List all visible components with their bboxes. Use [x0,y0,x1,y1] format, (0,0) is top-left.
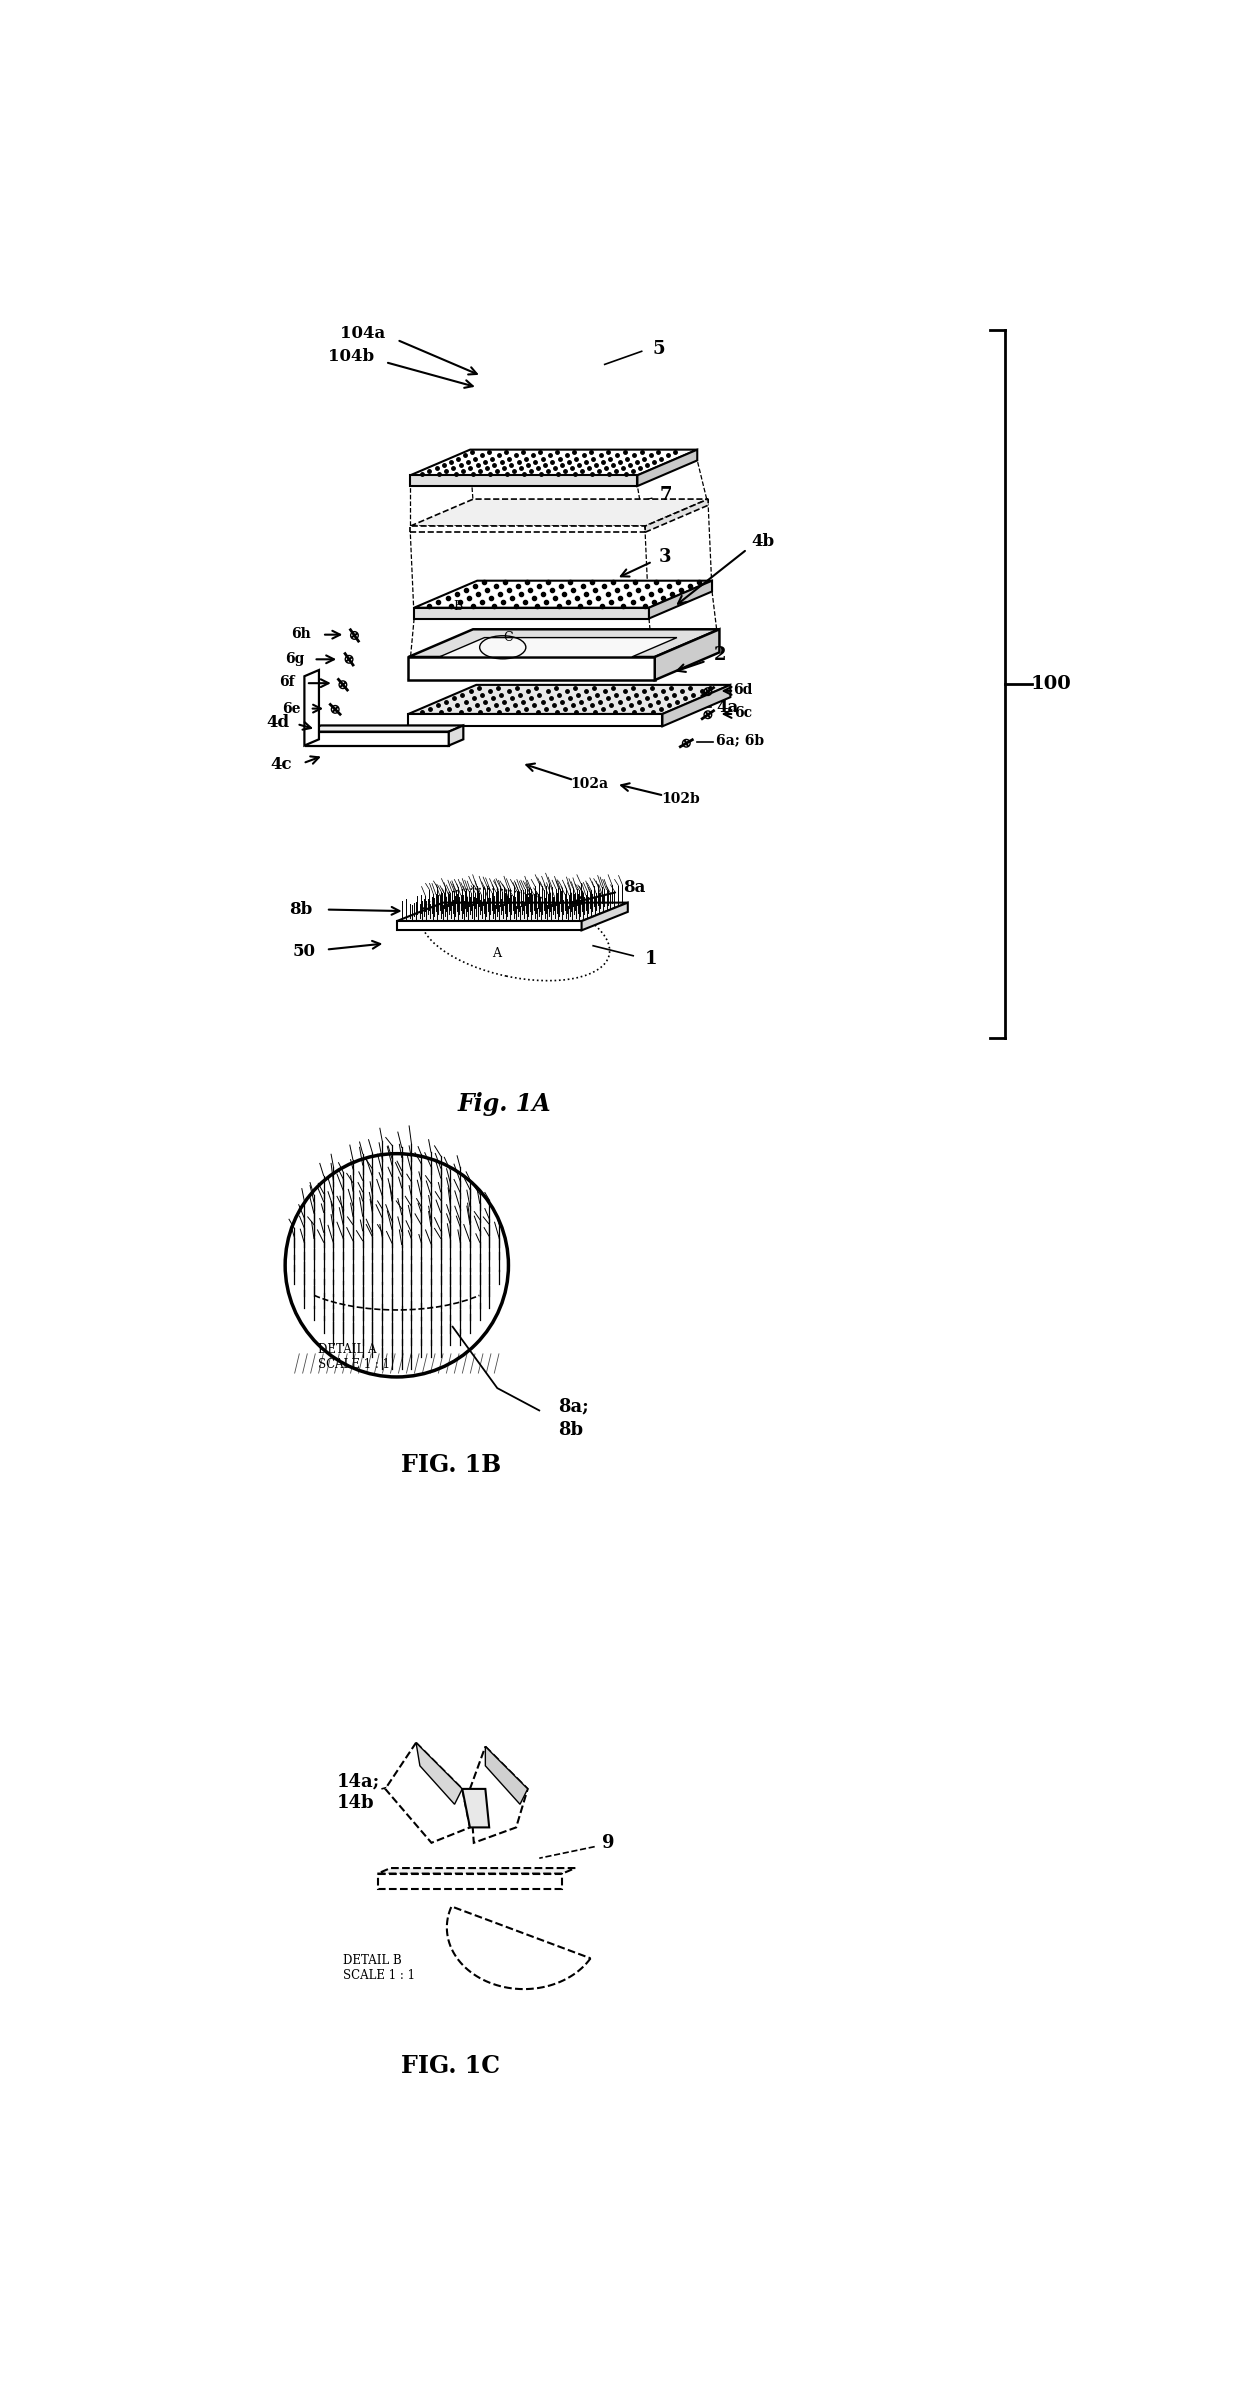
Polygon shape [470,1746,528,1842]
Text: 2: 2 [714,647,727,663]
Polygon shape [485,1746,528,1803]
Text: 4b: 4b [751,534,774,551]
Polygon shape [417,1744,463,1803]
Text: 6c: 6c [734,707,753,721]
Text: 104a: 104a [340,326,384,342]
Polygon shape [637,450,697,486]
Text: 6g: 6g [285,651,304,666]
Text: DETAIL B
SCALE 1 : 1: DETAIL B SCALE 1 : 1 [343,1954,415,1983]
Text: 8a: 8a [622,879,645,896]
Text: 6h: 6h [291,627,310,642]
Polygon shape [463,1789,490,1827]
Polygon shape [306,733,449,745]
Polygon shape [408,656,655,680]
Text: 9: 9 [603,1835,615,1851]
Polygon shape [408,685,730,714]
Polygon shape [410,498,708,527]
Text: 4d: 4d [265,714,289,730]
Text: 8b: 8b [289,901,312,917]
Text: Fig. 1A: Fig. 1A [458,1092,552,1116]
Polygon shape [306,726,464,733]
Polygon shape [649,580,712,618]
Polygon shape [446,1906,590,1990]
Polygon shape [414,608,649,618]
Text: 14a;: 14a; [337,1772,379,1789]
Polygon shape [397,922,582,929]
Text: 50: 50 [293,944,316,960]
Polygon shape [410,450,697,474]
Text: DETAIL A
SCALE 1 : 1: DETAIL A SCALE 1 : 1 [319,1344,391,1372]
Polygon shape [397,903,627,922]
Polygon shape [645,498,708,532]
Text: 6e: 6e [281,702,300,716]
Text: 8a;: 8a; [558,1399,589,1415]
Text: 6a; 6b: 6a; 6b [717,733,764,747]
Text: A: A [492,946,501,960]
Text: 1: 1 [645,951,657,968]
Text: 5: 5 [652,340,665,357]
Text: FIG. 1B: FIG. 1B [401,1454,501,1478]
Polygon shape [386,1744,470,1842]
Polygon shape [377,1868,575,1873]
Text: 7: 7 [660,486,672,505]
Text: C: C [503,632,513,644]
Text: 14b: 14b [337,1794,374,1811]
Polygon shape [410,527,645,532]
Text: 8b: 8b [558,1420,584,1439]
Polygon shape [582,903,627,929]
Polygon shape [377,1873,563,1890]
Polygon shape [414,580,712,608]
Polygon shape [410,474,637,486]
Text: FIG. 1C: FIG. 1C [402,2055,500,2079]
Polygon shape [655,630,719,680]
Text: 6d: 6d [734,683,753,697]
Polygon shape [449,726,464,745]
Text: 3: 3 [658,548,671,565]
Polygon shape [304,671,319,745]
Circle shape [285,1154,508,1377]
Text: B: B [454,601,463,613]
Text: 100: 100 [1030,675,1071,692]
Text: 104b: 104b [327,347,373,364]
Text: 102a: 102a [570,776,609,790]
Text: 4a: 4a [717,699,739,716]
Polygon shape [439,637,677,656]
Polygon shape [408,630,719,656]
Text: 102b: 102b [661,793,699,807]
Polygon shape [408,714,662,726]
Text: 6f: 6f [279,675,295,690]
Polygon shape [662,685,730,726]
Text: 4c: 4c [270,757,293,774]
